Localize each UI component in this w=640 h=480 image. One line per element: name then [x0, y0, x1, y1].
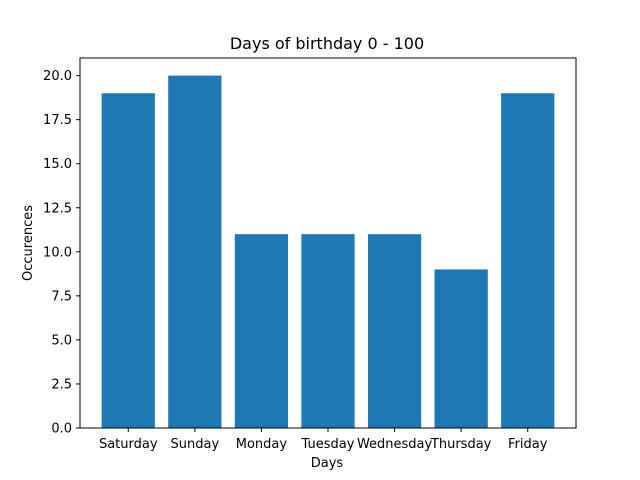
bar-wednesday	[367, 234, 422, 428]
bar-monday	[234, 234, 289, 428]
y-tick-label: 12.5	[43, 201, 72, 216]
bar-friday	[501, 93, 555, 429]
y-tick-label: 17.5	[43, 113, 72, 128]
x-tick-label: Thursday	[430, 437, 492, 452]
x-tick-label: Wednesday	[357, 437, 433, 452]
y-tick-label: 10.0	[43, 245, 72, 260]
y-tick-label: 2.5	[51, 377, 72, 392]
x-axis-label: Days	[311, 456, 344, 471]
y-tick-label: 20.0	[43, 69, 72, 84]
y-tick-label: 7.5	[51, 289, 72, 304]
bar-saturday	[101, 93, 155, 429]
bars-layer	[101, 75, 555, 429]
y-tick-label: 15.0	[43, 157, 72, 172]
y-axis-label: Occurences	[21, 205, 36, 281]
bar-thursday	[434, 269, 488, 428]
x-tick-label: Tuesday	[301, 437, 355, 452]
y-tick-label: 5.0	[51, 333, 72, 348]
y-axis-ticks: 0.0 2.5 5.0 7.5 10.0 12.5 15.0 17.5 20.0	[43, 69, 80, 437]
y-tick-label: 0.0	[51, 422, 72, 437]
bar-tuesday	[301, 234, 355, 428]
x-tick-label: Sunday	[171, 437, 220, 452]
x-tick-label: Saturday	[99, 437, 158, 452]
bar-sunday	[168, 75, 222, 429]
chart-title: Days of birthday 0 - 100	[230, 34, 424, 53]
x-tick-label: Friday	[508, 437, 548, 452]
x-axis-ticks: Saturday Sunday Monday Tuesday WednesdayThur…	[99, 428, 548, 452]
x-tick-label: Monday	[236, 437, 288, 452]
